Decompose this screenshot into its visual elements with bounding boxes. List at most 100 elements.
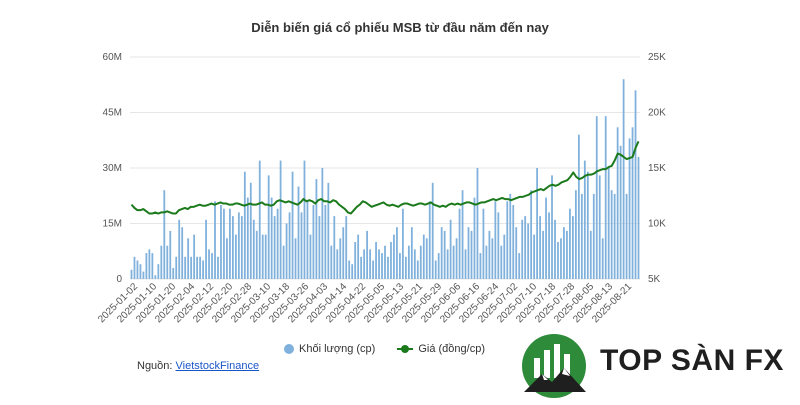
volume-bar	[151, 253, 154, 279]
volume-bar	[318, 216, 321, 279]
volume-bar	[613, 193, 616, 279]
volume-bar	[363, 249, 366, 279]
volume-bar	[252, 219, 255, 279]
volume-bar	[473, 197, 476, 279]
volume-bar	[220, 205, 222, 279]
legend: Khối lượng (cp) Giá (đồng/cp)	[284, 343, 485, 355]
legend-item-price[interactable]: Giá (đồng/cp)	[397, 343, 485, 355]
volume-bar	[524, 216, 527, 279]
volume-bar	[512, 205, 515, 279]
volume-bar	[598, 175, 601, 279]
volume-bar	[402, 208, 404, 279]
volume-bar	[315, 179, 318, 279]
x-axis-ticks: 2025-01-022025-01-102025-01-202025-02-04…	[96, 281, 634, 325]
legend-label-price: Giá (đồng/cp)	[418, 343, 485, 355]
volume-bar	[223, 208, 225, 279]
volume-bar	[348, 260, 351, 279]
volume-bar	[494, 201, 497, 279]
volume-bar	[548, 212, 550, 279]
price-series-line	[130, 140, 640, 215]
volume-bar	[303, 160, 306, 279]
volume-bar	[136, 260, 139, 279]
price-line	[130, 140, 640, 215]
volume-bar	[378, 249, 380, 279]
volume-bar	[518, 253, 521, 279]
volume-bar	[396, 227, 398, 279]
volume-bar	[300, 212, 303, 279]
volume-bar	[312, 205, 315, 279]
volume-bar	[196, 256, 198, 279]
volume-bar	[488, 230, 491, 279]
volume-bar	[270, 197, 273, 279]
volume-bar	[342, 227, 345, 279]
volume-bar	[211, 253, 213, 279]
source-note: Nguồn: VietstockFinance	[137, 360, 259, 372]
volume-bar	[375, 242, 377, 279]
volume-bar	[154, 275, 157, 279]
volume-bar	[357, 234, 360, 279]
volume-bar	[157, 264, 160, 279]
volume-bar	[428, 201, 431, 279]
volume-swatch-icon	[284, 344, 294, 354]
volume-bar	[279, 160, 282, 279]
volume-bar	[187, 238, 190, 279]
volume-bar	[142, 271, 145, 279]
volume-bar	[175, 256, 178, 279]
volume-bar	[464, 249, 467, 279]
volume-bar	[586, 171, 589, 279]
volume-bar	[139, 264, 142, 279]
volume-bar	[360, 256, 363, 279]
volume-bar	[393, 234, 395, 279]
volume-bar	[166, 245, 169, 279]
left-axis-ticks: 0 15M 30M 45M 60M	[103, 52, 123, 285]
volume-bar	[569, 208, 571, 279]
volume-bar	[297, 186, 300, 279]
right-tick-label: 15K	[648, 163, 666, 174]
volume-bar	[321, 168, 324, 279]
volume-bar	[637, 156, 640, 279]
volume-bar	[193, 234, 196, 279]
volume-bar	[291, 171, 294, 279]
volume-bar	[202, 260, 204, 279]
volume-bar	[527, 223, 530, 279]
volume-bar	[130, 269, 133, 279]
volume-bar	[419, 245, 422, 279]
volume-bar	[345, 216, 348, 279]
volume-bar	[208, 249, 210, 279]
volume-bar	[199, 256, 201, 279]
volume-bar	[563, 227, 565, 279]
volume-bar	[607, 168, 610, 279]
brand-logo: TOP SÀN FX	[516, 330, 800, 400]
volume-bars	[130, 79, 640, 279]
volume-bar	[190, 256, 193, 279]
volume-bar	[264, 234, 267, 279]
volume-bar	[539, 216, 541, 279]
volume-bar	[240, 216, 243, 279]
volume-bar	[372, 260, 374, 279]
volume-bar	[530, 190, 533, 279]
volume-bar	[554, 219, 556, 279]
volume-bar	[577, 134, 580, 279]
source-link[interactable]: VietstockFinance	[175, 360, 260, 372]
volume-bar	[425, 238, 428, 279]
volume-bar	[205, 219, 207, 279]
volume-bar	[384, 245, 386, 279]
volume-bar	[229, 208, 231, 279]
volume-bar	[551, 175, 553, 279]
volume-bar	[237, 212, 240, 279]
volume-bar	[178, 219, 181, 279]
chart-title: Diễn biến giá cổ phiếu MSB từ đầu năm đế…	[251, 20, 549, 35]
volume-bar	[294, 238, 297, 279]
volume-bar	[381, 253, 383, 279]
volume-bar	[133, 256, 136, 279]
volume-bar	[330, 245, 333, 279]
volume-bar	[515, 227, 518, 279]
volume-bar	[589, 230, 592, 279]
left-tick-label: 45M	[103, 108, 122, 119]
volume-bar	[449, 219, 452, 279]
volume-bar	[631, 127, 634, 279]
volume-bar	[169, 230, 172, 279]
volume-bar	[467, 227, 470, 279]
legend-item-volume[interactable]: Khối lượng (cp)	[284, 343, 375, 355]
volume-bar	[461, 190, 464, 279]
